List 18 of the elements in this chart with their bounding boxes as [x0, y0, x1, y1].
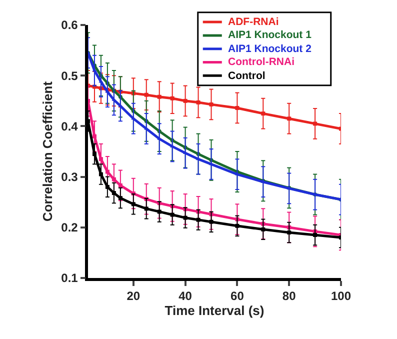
- x-tick-label: 80: [282, 289, 296, 304]
- x-tick-label: 60: [230, 289, 244, 304]
- x-tick-label: 40: [178, 289, 192, 304]
- y-tick-label: 0.6: [61, 18, 78, 32]
- x-tick-label: 100: [330, 289, 352, 304]
- legend-label: Control-RNAi: [228, 56, 295, 68]
- y-tick-label: 0.4: [61, 119, 78, 134]
- y-tick-label: 0.5: [61, 68, 78, 83]
- x-axis-title: Time Interval (s): [164, 303, 264, 318]
- legend-label: Control: [228, 70, 266, 82]
- y-tick-label: 0.2: [61, 220, 78, 235]
- legend-label: AIP1 Knockout 2: [228, 43, 312, 55]
- x-tick-label: 20: [126, 289, 140, 304]
- y-axis-title: Correlation Coefficient: [40, 80, 56, 222]
- legend-label: ADF-RNAi: [228, 16, 279, 28]
- y-tick-label: 0.1: [61, 271, 78, 286]
- y-tick-label: 0.3: [61, 170, 78, 184]
- legend-label: AIP1 Knockout 1: [228, 29, 312, 41]
